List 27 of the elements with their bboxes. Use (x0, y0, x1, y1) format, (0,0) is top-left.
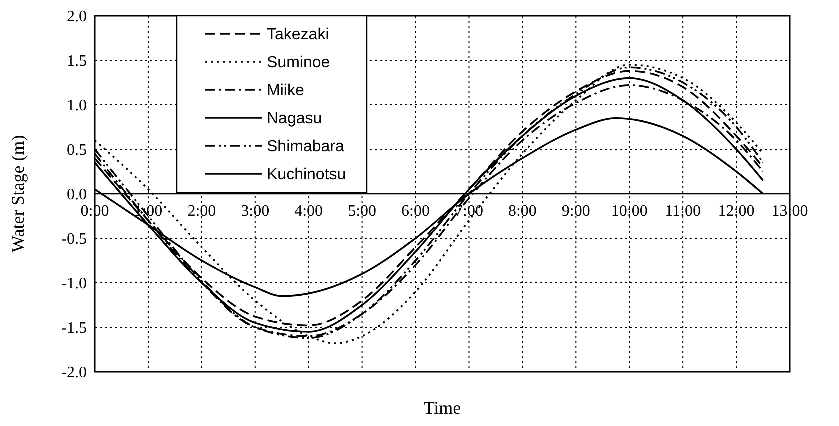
y-tick-label: 2.0 (67, 8, 87, 26)
x-tick-label: 12:00 (718, 203, 755, 220)
y-tick-label: 0.5 (67, 142, 87, 160)
y-tick-label: -1.5 (62, 320, 87, 338)
legend-label: Kuchinotsu (267, 166, 346, 184)
x-tick-label: 8:00 (508, 203, 537, 220)
legend-label: Miike (267, 82, 304, 100)
legend-label: Suminoe (267, 54, 330, 72)
x-tick-label: 9:00 (562, 203, 590, 220)
x-tick-label: 11:00 (665, 203, 702, 220)
y-tick-label: 1.0 (67, 98, 87, 115)
x-tick-label: 6:00 (402, 203, 430, 220)
x-tick-label: 4:00 (294, 203, 324, 220)
y-tick-label: 0.0 (67, 186, 87, 204)
legend-label: Nagasu (267, 110, 322, 128)
x-tick-label: 2:00 (188, 203, 216, 220)
x-tick-label: 3:00 (241, 203, 270, 220)
x-axis-title: Time (424, 398, 462, 418)
legend-label: Shimabara (267, 138, 344, 156)
y-tick-label: -1.0 (62, 276, 87, 293)
legend-label: Takezaki (267, 26, 330, 44)
x-tick-label: 5:00 (348, 203, 377, 220)
y-tick-label: -0.5 (62, 231, 87, 248)
y-tick-label: -2.0 (62, 364, 87, 382)
y-tick-label: 1.5 (67, 53, 87, 70)
x-tick-label: 10:00 (611, 203, 648, 220)
y-axis-title: Water Stage (m) (8, 135, 28, 253)
